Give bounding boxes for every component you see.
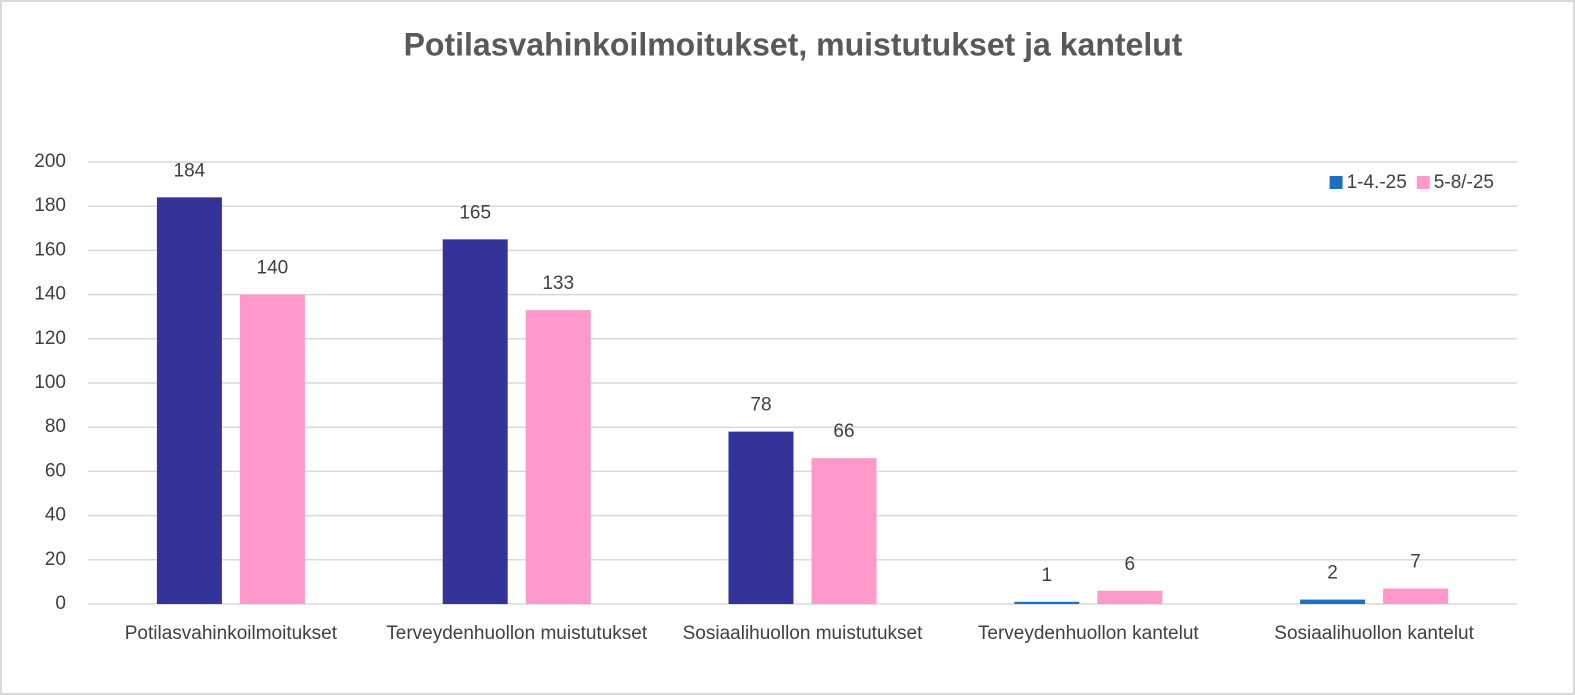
data-label: 6 bbox=[1125, 554, 1136, 575]
bar bbox=[1014, 601, 1080, 604]
y-tick-label: 120 bbox=[34, 328, 66, 349]
data-label: 1 bbox=[1042, 565, 1053, 586]
data-label: 66 bbox=[833, 421, 854, 442]
data-label: 184 bbox=[174, 160, 206, 181]
y-tick-label: 0 bbox=[55, 593, 66, 614]
y-tick-label: 100 bbox=[34, 372, 66, 393]
bar bbox=[1383, 588, 1449, 604]
data-label: 7 bbox=[1410, 552, 1421, 573]
chart-title: Potilasvahinkoilmoitukset, muistutukset … bbox=[404, 26, 1183, 62]
data-label: 165 bbox=[459, 202, 491, 223]
y-tick-label: 60 bbox=[45, 460, 66, 481]
bar bbox=[442, 239, 508, 604]
x-tick-label: Terveydenhuollon muistutukset bbox=[386, 623, 648, 644]
y-tick-label: 20 bbox=[45, 549, 66, 570]
data-label: 78 bbox=[750, 395, 771, 416]
bar bbox=[239, 294, 305, 604]
legend-label: 1-4.-25 bbox=[1347, 172, 1407, 193]
x-tick-label: Potilasvahinkoilmoitukset bbox=[124, 623, 338, 644]
legend-swatch bbox=[1329, 176, 1343, 189]
bar bbox=[156, 197, 222, 605]
y-tick-label: 80 bbox=[45, 416, 66, 437]
legend-swatch bbox=[1416, 176, 1430, 189]
bar bbox=[728, 431, 794, 604]
y-tick-label: 180 bbox=[34, 195, 66, 216]
data-label: 133 bbox=[542, 273, 574, 294]
bar bbox=[525, 310, 591, 604]
x-tick-label: Sosiaalihuollon muistutukset bbox=[682, 623, 923, 644]
y-tick-label: 40 bbox=[45, 505, 66, 526]
data-label: 2 bbox=[1327, 563, 1338, 584]
y-tick-label: 140 bbox=[34, 284, 66, 305]
x-tick-label: Sosiaalihuollon kantelut bbox=[1274, 623, 1474, 644]
x-tick-label: Terveydenhuollon kantelut bbox=[977, 623, 1199, 644]
data-label: 140 bbox=[257, 258, 289, 279]
bar bbox=[811, 458, 877, 604]
bar bbox=[1300, 599, 1366, 604]
legend-label: 5-8/-25 bbox=[1434, 172, 1494, 193]
bar bbox=[1097, 590, 1163, 604]
y-tick-label: 200 bbox=[34, 151, 66, 172]
y-tick-label: 160 bbox=[34, 239, 66, 260]
